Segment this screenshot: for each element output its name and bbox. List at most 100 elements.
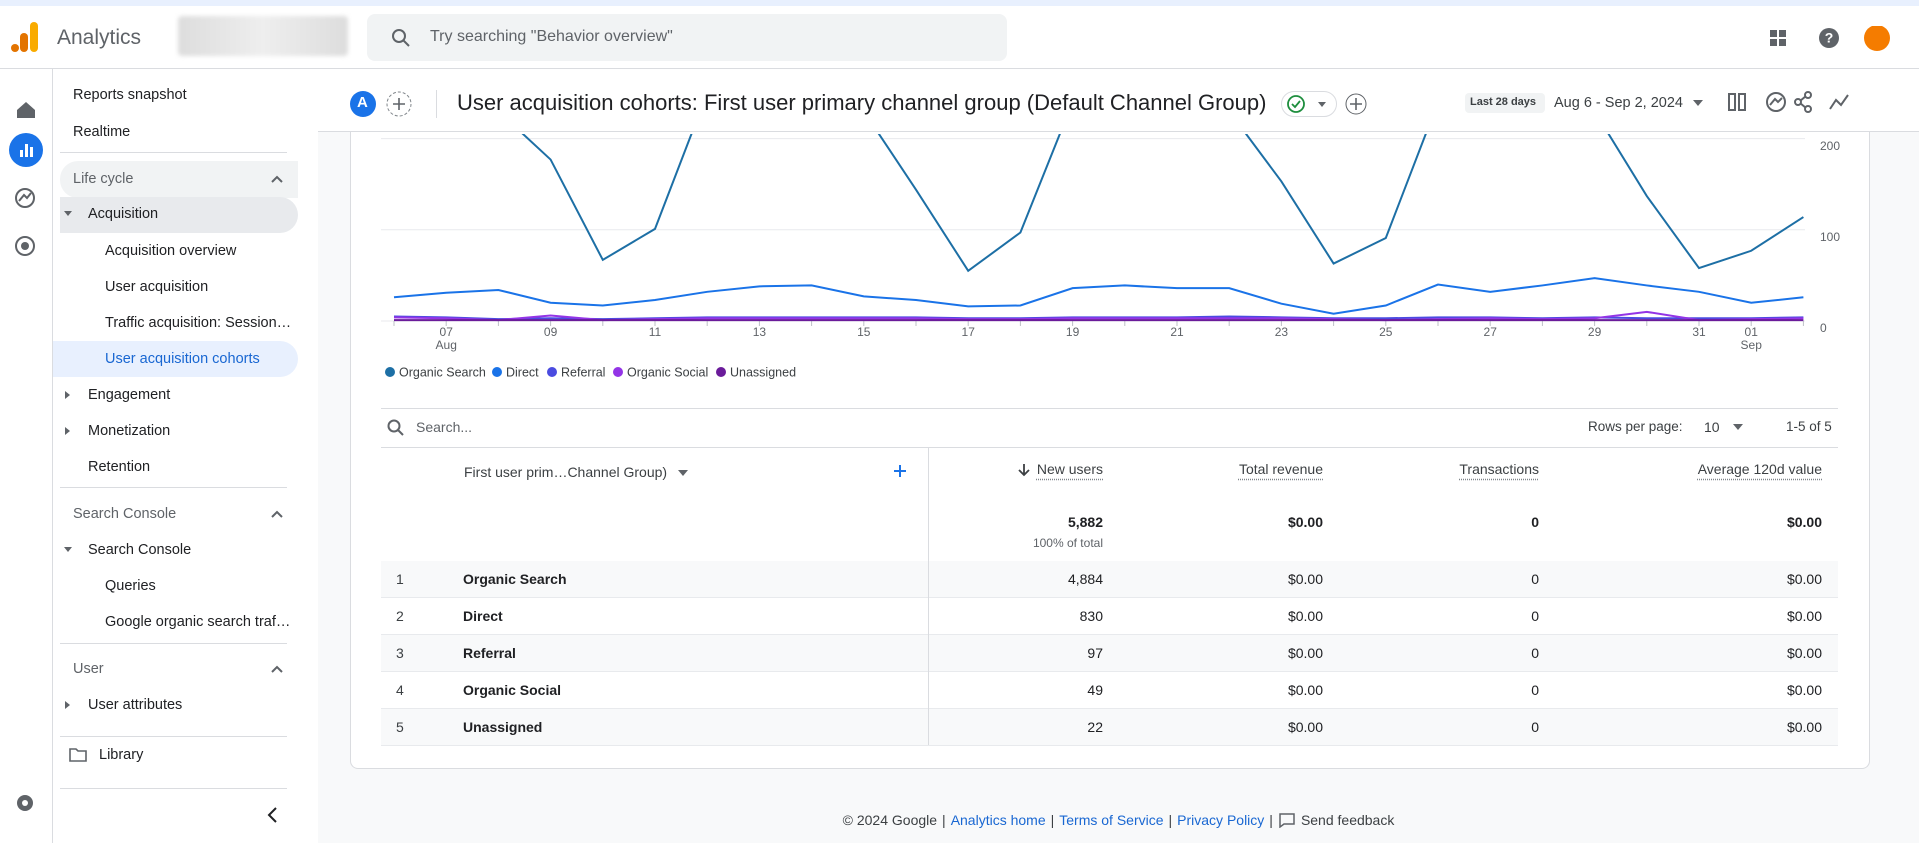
total: 5,882 <box>1067 514 1103 530</box>
nav-section-bg <box>60 161 298 198</box>
nav-divider <box>60 643 287 644</box>
total: $0.00 <box>1786 514 1822 530</box>
x-tick-label: 21 <box>1170 325 1184 339</box>
legend-label: Direct <box>506 365 539 379</box>
footer-text: | <box>1168 812 1173 828</box>
row-index: 2 <box>396 608 404 624</box>
divider <box>436 90 437 118</box>
nav-item[interactable]: Engagement <box>88 387 171 403</box>
total: 0 <box>1531 514 1539 530</box>
footer: © 2024 Google | Analytics home | Terms of Se… <box>318 808 1919 832</box>
row-value: 0 <box>1531 719 1539 735</box>
column-header[interactable]: First user prim…Channel Group) <box>464 464 668 480</box>
header-icons[interactable]: ? <box>1766 26 1896 52</box>
dim-caret <box>678 470 688 476</box>
col-divider <box>928 447 929 745</box>
column-header[interactable]: New users <box>1036 461 1103 477</box>
row-value: $0.00 <box>1786 645 1822 661</box>
nav-divider <box>60 152 287 153</box>
table-line <box>381 447 1838 448</box>
footer-link[interactable]: Send feedback <box>1300 812 1395 828</box>
x-tick-label: 27 <box>1484 325 1498 339</box>
rows-per-page-label: Rows per page: <box>1588 419 1683 434</box>
row-name[interactable]: Unassigned <box>463 719 543 735</box>
table-line <box>381 408 1838 409</box>
row-value: $0.00 <box>1287 608 1323 624</box>
x-tick-sublabel: Aug <box>436 338 457 352</box>
chevron <box>271 510 283 518</box>
footer-link[interactable]: Privacy Policy <box>1177 812 1265 828</box>
nav-divider <box>60 788 287 789</box>
collapse <box>267 807 277 823</box>
row-index: 4 <box>396 682 404 698</box>
rail-icons[interactable] <box>0 80 53 840</box>
x-tick-label: 11 <box>649 325 662 339</box>
column-header[interactable]: Transactions <box>1459 461 1539 477</box>
date-caret <box>1693 100 1703 106</box>
search-placeholder[interactable]: Try searching "Behavior overview" <box>430 28 673 45</box>
x-tick-label: 13 <box>753 325 767 339</box>
caret <box>65 391 70 399</box>
nav-item[interactable]: User acquisition <box>105 279 209 295</box>
row-name[interactable]: Organic Social <box>463 682 562 698</box>
column-header[interactable]: Average 120d value <box>1697 461 1822 477</box>
footer-link[interactable]: Analytics home <box>950 812 1046 828</box>
nav-item[interactable]: Monetization <box>88 423 171 439</box>
nav-item[interactable]: User attributes <box>88 697 183 713</box>
nav-item[interactable]: Reports snapshot <box>73 87 187 103</box>
x-tick-label: 31 <box>1692 325 1706 339</box>
column-header[interactable]: Total revenue <box>1238 461 1323 477</box>
footer-text: | <box>1050 812 1055 828</box>
rows-per-page[interactable]: 10 <box>1704 419 1720 435</box>
caret <box>65 701 70 709</box>
nav-divider <box>60 487 287 488</box>
footer-text: | <box>1269 812 1273 828</box>
nav-item[interactable]: Queries <box>105 578 156 594</box>
row-name[interactable]: Referral <box>463 645 516 661</box>
table-row <box>381 709 1838 746</box>
search-box[interactable] <box>367 14 1007 61</box>
table-row <box>381 561 1838 598</box>
folder <box>69 748 87 762</box>
nav-item[interactable]: Search Console <box>73 506 177 522</box>
pagination: 1-5 of 5 <box>1786 419 1832 434</box>
row-value: 4,884 <box>1067 571 1103 587</box>
nav-item[interactable]: Traffic acquisition: Session… <box>105 315 292 331</box>
date-period: Last 28 days <box>1470 96 1537 108</box>
nav-divider <box>60 736 287 737</box>
nav-item[interactable]: Search Console <box>88 542 192 558</box>
top-strip <box>0 0 1919 6</box>
nav-item[interactable]: User <box>73 661 104 677</box>
x-tick-label: 15 <box>857 325 871 339</box>
x-tick-label: 29 <box>1588 325 1602 339</box>
add-comparison <box>386 91 412 117</box>
row-index: 1 <box>396 571 404 587</box>
caret <box>64 547 72 552</box>
chevron <box>271 175 283 183</box>
nav-item[interactable]: Realtime <box>73 124 131 140</box>
table-row <box>381 635 1838 672</box>
total-note: 100% of total <box>1032 536 1103 550</box>
nav-item[interactable]: Acquisition overview <box>105 243 237 259</box>
nav-item[interactable]: Retention <box>88 459 151 475</box>
legend-swatch <box>385 367 395 377</box>
row-name[interactable]: Direct <box>463 608 503 624</box>
row-value: 49 <box>1087 682 1103 698</box>
table-row <box>381 598 1838 635</box>
row-value: 97 <box>1087 645 1103 661</box>
nav-item[interactable]: Acquisition <box>88 206 159 222</box>
x-tick-label: 17 <box>962 325 976 339</box>
row-value: $0.00 <box>1786 682 1822 698</box>
y-tick-label: 100 <box>1820 230 1840 244</box>
nav-item[interactable]: Life cycle <box>73 171 134 187</box>
row-name[interactable]: Organic Search <box>463 571 567 587</box>
nav-item[interactable]: User acquisition cohorts <box>105 351 260 367</box>
table-row <box>381 672 1838 709</box>
nav-item[interactable]: Google organic search traf… <box>105 614 291 630</box>
nav-item[interactable]: Library <box>99 747 144 763</box>
date-range[interactable]: Aug 6 - Sep 2, 2024 <box>1554 95 1683 111</box>
footer-link[interactable]: Terms of Service <box>1059 812 1164 828</box>
svg-text:?: ? <box>1825 30 1834 46</box>
table-search[interactable]: Search... <box>416 419 473 435</box>
footer-text: | <box>942 812 946 828</box>
